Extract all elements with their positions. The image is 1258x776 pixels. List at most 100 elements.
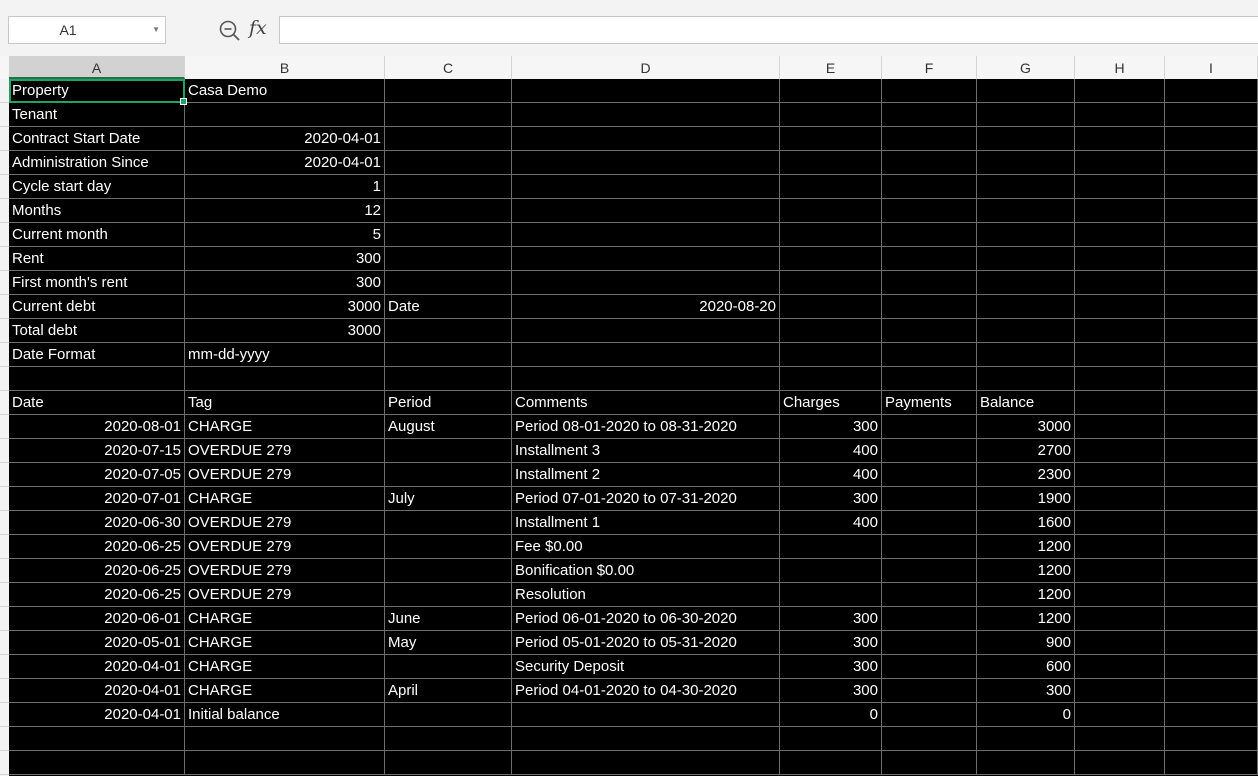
cell-h25[interactable] xyxy=(1075,655,1165,679)
cell-g27[interactable]: 0 xyxy=(977,703,1075,727)
cell-b4[interactable]: 2020-04-01 xyxy=(185,151,385,175)
cell-b3[interactable]: 2020-04-01 xyxy=(185,127,385,151)
cell-h13[interactable] xyxy=(1075,367,1165,391)
cell-c10[interactable]: Date xyxy=(385,295,512,319)
cell-h29[interactable] xyxy=(1075,751,1165,775)
cell-b11[interactable]: 3000 xyxy=(185,319,385,343)
column-header-d[interactable]: D xyxy=(512,56,780,79)
cell-e23[interactable]: 300 xyxy=(780,607,882,631)
row-header[interactable] xyxy=(0,679,9,703)
cell-e4[interactable] xyxy=(780,151,882,175)
cell-e5[interactable] xyxy=(780,175,882,199)
cell-c17[interactable] xyxy=(385,463,512,487)
cell-d9[interactable] xyxy=(512,271,780,295)
cell-a24[interactable]: 2020-05-01 xyxy=(9,631,185,655)
cell-c1[interactable] xyxy=(385,79,512,103)
cell-g18[interactable]: 1900 xyxy=(977,487,1075,511)
cell-h7[interactable] xyxy=(1075,223,1165,247)
cell-d29[interactable] xyxy=(512,751,780,775)
cell-i16[interactable] xyxy=(1165,439,1258,463)
cell-h23[interactable] xyxy=(1075,607,1165,631)
cell-f11[interactable] xyxy=(882,319,977,343)
cell-g17[interactable]: 2300 xyxy=(977,463,1075,487)
cell-a1[interactable]: Property xyxy=(9,79,187,105)
cell-e27[interactable]: 0 xyxy=(780,703,882,727)
cell-a21[interactable]: 2020-06-25 xyxy=(9,559,185,583)
cell-g14[interactable]: Balance xyxy=(977,391,1075,415)
row-header[interactable] xyxy=(0,367,9,391)
cell-f25[interactable] xyxy=(882,655,977,679)
cell-i5[interactable] xyxy=(1165,175,1258,199)
cell-h26[interactable] xyxy=(1075,679,1165,703)
cell-f12[interactable] xyxy=(882,343,977,367)
cell-i27[interactable] xyxy=(1165,703,1258,727)
row-header[interactable] xyxy=(0,391,9,415)
cell-e22[interactable] xyxy=(780,583,882,607)
cell-i13[interactable] xyxy=(1165,367,1258,391)
cell-b29[interactable] xyxy=(185,751,385,775)
row-header[interactable] xyxy=(0,199,9,223)
row-header[interactable] xyxy=(0,607,9,631)
cell-h21[interactable] xyxy=(1075,559,1165,583)
cell-i7[interactable] xyxy=(1165,223,1258,247)
cell-h4[interactable] xyxy=(1075,151,1165,175)
cell-e21[interactable] xyxy=(780,559,882,583)
cell-b10[interactable]: 3000 xyxy=(185,295,385,319)
cell-f21[interactable] xyxy=(882,559,977,583)
cell-i4[interactable] xyxy=(1165,151,1258,175)
cell-h22[interactable] xyxy=(1075,583,1165,607)
row-header[interactable] xyxy=(0,463,9,487)
cell-d6[interactable] xyxy=(512,199,780,223)
cell-a25[interactable]: 2020-04-01 xyxy=(9,655,185,679)
cell-h19[interactable] xyxy=(1075,511,1165,535)
cell-h12[interactable] xyxy=(1075,343,1165,367)
cell-b27[interactable]: Initial balance xyxy=(185,703,385,727)
cell-b19[interactable]: OVERDUE 279 xyxy=(185,511,385,535)
cell-e6[interactable] xyxy=(780,199,882,223)
cell-i28[interactable] xyxy=(1165,727,1258,751)
cell-f4[interactable] xyxy=(882,151,977,175)
row-header[interactable] xyxy=(0,103,9,127)
cell-g20[interactable]: 1200 xyxy=(977,535,1075,559)
cell-h8[interactable] xyxy=(1075,247,1165,271)
cell-g16[interactable]: 2700 xyxy=(977,439,1075,463)
row-header[interactable] xyxy=(0,127,9,151)
cell-d25[interactable]: Security Deposit xyxy=(512,655,780,679)
cell-h2[interactable] xyxy=(1075,103,1165,127)
cell-a7[interactable]: Current month xyxy=(9,223,185,247)
zoom-icon[interactable] xyxy=(218,19,242,43)
cell-e11[interactable] xyxy=(780,319,882,343)
cell-f26[interactable] xyxy=(882,679,977,703)
cell-e16[interactable]: 400 xyxy=(780,439,882,463)
cell-a14[interactable]: Date xyxy=(9,391,185,415)
cell-d11[interactable] xyxy=(512,319,780,343)
cell-c12[interactable] xyxy=(385,343,512,367)
cell-a10[interactable]: Current debt xyxy=(9,295,185,319)
cell-i21[interactable] xyxy=(1165,559,1258,583)
cell-c2[interactable] xyxy=(385,103,512,127)
cell-b9[interactable]: 300 xyxy=(185,271,385,295)
cell-b5[interactable]: 1 xyxy=(185,175,385,199)
cell-e8[interactable] xyxy=(780,247,882,271)
row-header[interactable] xyxy=(0,559,9,583)
cell-d1[interactable] xyxy=(512,79,780,103)
cell-c8[interactable] xyxy=(385,247,512,271)
cell-a22[interactable]: 2020-06-25 xyxy=(9,583,185,607)
row-header[interactable] xyxy=(0,175,9,199)
cell-b18[interactable]: CHARGE xyxy=(185,487,385,511)
cell-i3[interactable] xyxy=(1165,127,1258,151)
cell-a27[interactable]: 2020-04-01 xyxy=(9,703,185,727)
cell-d4[interactable] xyxy=(512,151,780,175)
cell-e14[interactable]: Charges xyxy=(780,391,882,415)
cell-g15[interactable]: 3000 xyxy=(977,415,1075,439)
row-header[interactable] xyxy=(0,751,9,775)
cell-i2[interactable] xyxy=(1165,103,1258,127)
cell-d28[interactable] xyxy=(512,727,780,751)
cell-i17[interactable] xyxy=(1165,463,1258,487)
cell-g21[interactable]: 1200 xyxy=(977,559,1075,583)
cell-f5[interactable] xyxy=(882,175,977,199)
cell-b23[interactable]: CHARGE xyxy=(185,607,385,631)
cell-b22[interactable]: OVERDUE 279 xyxy=(185,583,385,607)
cell-i29[interactable] xyxy=(1165,751,1258,775)
cell-i25[interactable] xyxy=(1165,655,1258,679)
